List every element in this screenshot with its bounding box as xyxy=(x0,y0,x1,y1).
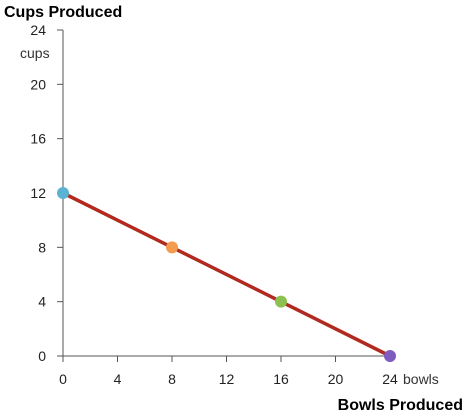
x-tick-label: 12 xyxy=(219,371,235,387)
points-layer xyxy=(57,187,396,362)
y-tick-label: 20 xyxy=(30,76,46,92)
data-point xyxy=(57,187,69,199)
x-tick-label: 20 xyxy=(328,371,344,387)
y-tick-label: 24 xyxy=(30,22,46,38)
series-layer xyxy=(61,191,392,358)
y-axis-title: Cups Produced xyxy=(4,4,122,21)
data-point xyxy=(275,295,287,308)
x-tick-label: 8 xyxy=(168,371,176,387)
x-tick-label: 4 xyxy=(114,371,122,387)
x-tick-label: 0 xyxy=(59,371,67,387)
x-axis-title: Bowls Produced xyxy=(338,397,463,414)
x-tick-label: 16 xyxy=(273,371,289,387)
y-tick-label: 4 xyxy=(38,294,46,310)
data-point xyxy=(166,241,178,254)
y-tick-label: 16 xyxy=(30,131,46,147)
y-tick-label: 0 xyxy=(38,348,46,364)
y-tick-label: 8 xyxy=(38,239,46,255)
y-tick-label: 12 xyxy=(30,185,46,201)
ppf-line xyxy=(61,191,392,358)
data-point xyxy=(384,350,396,362)
x-tick-label: 24 xyxy=(382,371,398,387)
y-axis-unit: cups xyxy=(20,45,50,61)
x-axis-unit: bowls xyxy=(403,371,439,387)
axis-ticks: 0 4 8 12 16 20 24 0 4 8 12 16 20 24 xyxy=(30,22,398,387)
